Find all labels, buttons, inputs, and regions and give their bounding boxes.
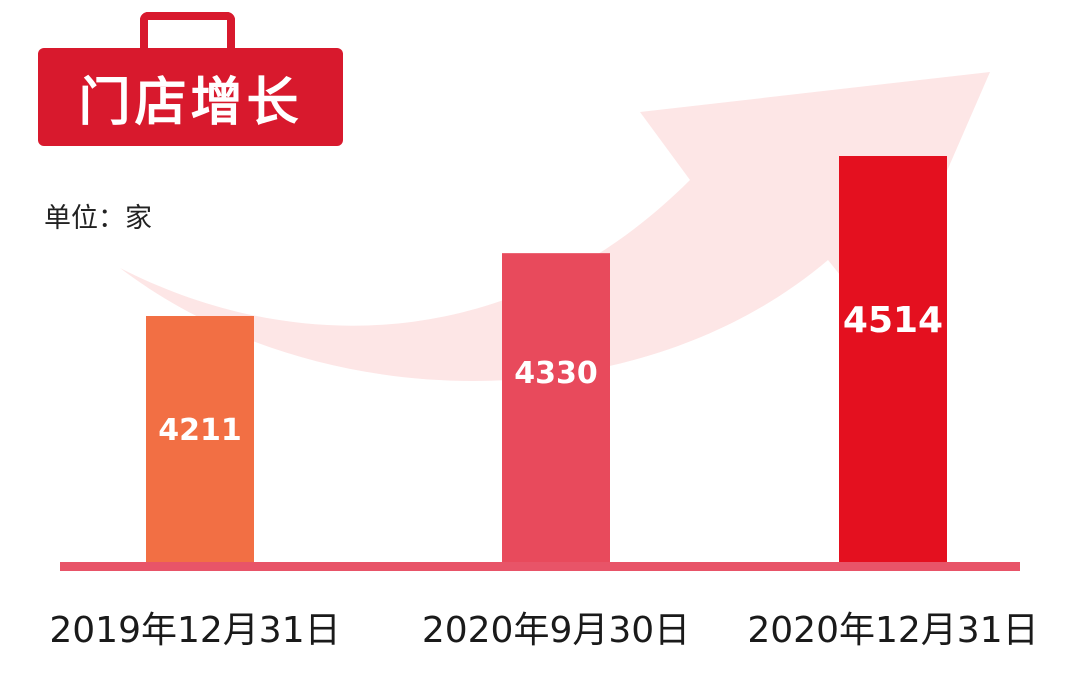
value-labels-layer: 4211 4330 4514 [158,300,943,448]
bar-2 [839,156,947,562]
title-badge: 门店增长 [38,48,343,146]
bar-value-label-0: 4211 [158,413,242,448]
bag-handle-icon [140,12,235,58]
baseline [60,562,1020,571]
bars-layer [146,156,947,562]
bar-0 [146,316,254,562]
chart-title: 门店增长 [78,72,303,133]
growth-arrow-icon [120,72,990,382]
category-label-2: 2020年12月31日 [747,610,1038,651]
bar-value-label-2: 4514 [843,300,943,341]
bar-value-label-1: 4330 [514,356,598,391]
category-ticks-layer: 2019年12月31日 2020年9月30日 2020年12月31日 [49,610,1038,651]
unit-label: 单位：家 [44,203,152,234]
category-label-1: 2020年9月30日 [422,610,690,651]
category-label-0: 2019年12月31日 [49,610,340,651]
bar-1 [502,253,610,562]
